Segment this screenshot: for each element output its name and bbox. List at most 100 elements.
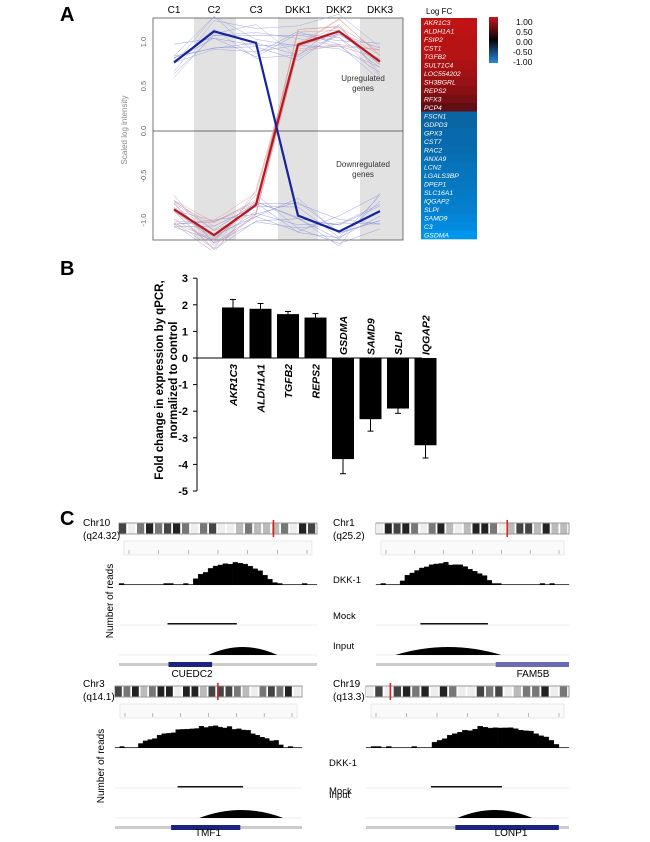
gene-row-label: RAC2 bbox=[424, 148, 442, 155]
dkk1-signal bbox=[118, 562, 318, 585]
gene-profile bbox=[173, 205, 381, 250]
bar bbox=[304, 317, 327, 358]
heatmap-cell bbox=[421, 86, 477, 95]
heatmap-cell bbox=[421, 94, 477, 104]
ideogram-band bbox=[200, 523, 208, 534]
column-label: C3 bbox=[250, 5, 263, 16]
gene-profile bbox=[173, 195, 381, 244]
heatmap-cell bbox=[421, 162, 477, 172]
gene-label: LONP1 bbox=[495, 828, 528, 839]
y-axis-label: Number of reads bbox=[105, 564, 116, 638]
gene-row-label: CST1 bbox=[424, 46, 442, 53]
ideogram-band bbox=[285, 686, 292, 697]
bars: AKR1C3 ALDH1A1 TGFB2 REPS2 GSDMA SAMD9 SLPI IQG… bbox=[222, 298, 437, 475]
bar bbox=[222, 307, 244, 358]
downregulated-label: genes bbox=[352, 170, 374, 179]
heatmap-cell bbox=[421, 171, 477, 180]
panel-a-letter: A bbox=[60, 4, 75, 26]
gene-row-label: PCP4 bbox=[424, 105, 442, 112]
gene-profile bbox=[173, 26, 381, 240]
gene-profile bbox=[173, 16, 381, 81]
input-signal bbox=[199, 810, 284, 818]
ideogram-band bbox=[375, 686, 383, 697]
category-label: SLPI bbox=[393, 331, 405, 355]
y-tick-label: 0 bbox=[182, 353, 188, 365]
gene-row-label: ANXA9 bbox=[423, 156, 447, 163]
ideogram-band bbox=[263, 523, 271, 534]
ideogram-band bbox=[140, 686, 148, 697]
mock-signal bbox=[420, 623, 488, 625]
heatmap-cell bbox=[421, 137, 477, 146]
shaded-columns bbox=[194, 18, 403, 240]
y-tick-label: -2 bbox=[178, 406, 188, 418]
ideogram-band bbox=[366, 686, 374, 697]
gene-row-label: SH3BGRL bbox=[424, 80, 456, 87]
chromosome-label: Chr3 bbox=[83, 679, 105, 690]
ideogram-band bbox=[542, 523, 550, 534]
category-label: IQGAP2 bbox=[421, 315, 433, 355]
ideogram-band bbox=[272, 523, 280, 534]
ideogram-band bbox=[551, 523, 559, 534]
heatmap-cell bbox=[421, 35, 477, 44]
gene-row-label: C3 bbox=[424, 224, 433, 231]
ideogram-band bbox=[293, 686, 301, 697]
ideogram-band bbox=[384, 523, 392, 534]
y-axis-label: Number of reads bbox=[96, 729, 107, 803]
ideogram-band bbox=[290, 523, 298, 534]
ideogram-band bbox=[467, 686, 475, 697]
ideogram-band bbox=[472, 523, 480, 534]
color-scale-bar bbox=[489, 17, 498, 63]
y-ticks: 1.0 0.5 0.0 -0.5 -1.0 bbox=[139, 37, 148, 227]
bar bbox=[249, 308, 272, 358]
gene-profile bbox=[173, 26, 381, 249]
heatmap-cell bbox=[421, 52, 477, 61]
ideogram-band bbox=[218, 523, 226, 534]
mock-signal bbox=[177, 786, 244, 788]
ideogram-band bbox=[498, 523, 506, 534]
heatmap-cell bbox=[421, 18, 477, 27]
track-label-input: Input bbox=[329, 790, 350, 801]
column-labels: C1 C2 C3 DKK1 DKK2 DKK3 bbox=[168, 5, 394, 16]
ideogram-band bbox=[437, 523, 445, 534]
category-label: ALDH1A1 bbox=[256, 364, 268, 414]
gene-row-label: FSCN1 bbox=[424, 114, 447, 121]
gene-row-label: SLC16A1 bbox=[424, 190, 453, 197]
column-label: DKK1 bbox=[285, 5, 312, 16]
column-label: DKK3 bbox=[367, 5, 394, 16]
ideogram-band bbox=[550, 686, 558, 697]
ideogram-band bbox=[123, 686, 131, 697]
mock-signal bbox=[167, 623, 237, 625]
ideogram-band bbox=[182, 523, 190, 534]
heatmap-cell bbox=[421, 145, 477, 155]
color-legend: 1.00 0.50 0.00 -0.50 -1.00 bbox=[489, 17, 533, 67]
locus-panel bbox=[114, 683, 303, 830]
heatmap-cell bbox=[421, 26, 477, 36]
gene-row-label: SLPI bbox=[424, 207, 439, 214]
gene-row-label: SULT1C4 bbox=[424, 63, 454, 70]
gene-model bbox=[171, 825, 241, 830]
column-label: C2 bbox=[208, 5, 221, 16]
mock-signal bbox=[430, 786, 503, 788]
heatmap-cell bbox=[421, 188, 477, 197]
ideogram-band bbox=[268, 686, 275, 697]
heatmap-cell bbox=[421, 69, 477, 78]
y-axis: 3 2 1 0 -1 -2 -3 -4 -5 bbox=[178, 273, 422, 498]
ideogram-band bbox=[115, 686, 122, 697]
ideogram-band bbox=[254, 523, 262, 534]
y-tick-label: -4 bbox=[178, 459, 189, 471]
legend-tick: 0.00 bbox=[516, 37, 533, 47]
ideogram-band bbox=[476, 686, 485, 697]
ideogram-band bbox=[191, 523, 199, 534]
ideogram-band bbox=[393, 686, 402, 697]
gene-profile bbox=[173, 210, 381, 238]
ideogram-band bbox=[191, 686, 199, 697]
y-tick-label: 3 bbox=[182, 273, 188, 285]
gene-row-label: REPS2 bbox=[424, 88, 447, 95]
y-tick-label: 0.0 bbox=[139, 126, 148, 136]
gene-profile bbox=[173, 193, 381, 247]
y-axis-label: Scaled log intensity bbox=[120, 96, 129, 165]
locus-panel bbox=[375, 520, 570, 667]
gene-row-label: IQGAP2 bbox=[424, 199, 450, 206]
track-label-input: Input bbox=[333, 641, 354, 652]
